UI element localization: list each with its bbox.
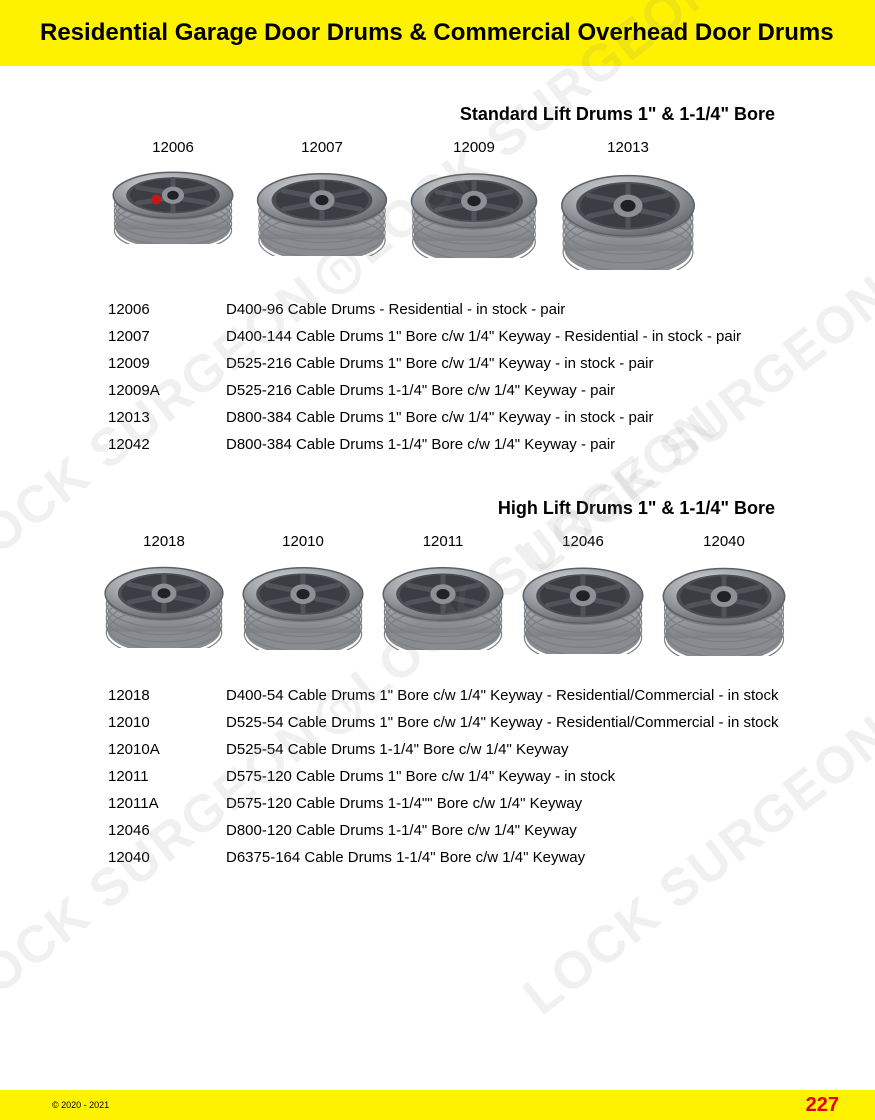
spec-desc: D800-384 Cable Drums 1" Bore c/w 1/4" Ke… bbox=[226, 409, 654, 426]
spec-code: 12013 bbox=[108, 409, 178, 426]
page-title: Residential Garage Door Drums & Commerci… bbox=[40, 18, 835, 48]
drum-icon bbox=[518, 556, 648, 654]
section2-title: High Lift Drums 1" & 1-1/4" Bore bbox=[40, 498, 775, 519]
drum-item: 12046 bbox=[518, 533, 648, 656]
spec-desc: D6375-164 Cable Drums 1-1/4" Bore c/w 1/… bbox=[226, 849, 585, 866]
spec-row: 12018 D400-54 Cable Drums 1" Bore c/w 1/4… bbox=[108, 682, 835, 709]
drum-label: 12011 bbox=[423, 533, 464, 550]
drum-icon bbox=[406, 162, 542, 258]
footer-bar: © 2020 - 2021 227 bbox=[0, 1090, 875, 1120]
spec-row: 12010 D525-54 Cable Drums 1" Bore c/w 1/4… bbox=[108, 709, 835, 736]
spec-row: 12011A D575-120 Cable Drums 1-1/4"" Bore … bbox=[108, 790, 835, 817]
content-area: Standard Lift Drums 1" & 1-1/4" Bore 120… bbox=[0, 104, 875, 871]
spec-desc: D525-216 Cable Drums 1-1/4" Bore c/w 1/4… bbox=[226, 382, 615, 399]
spec-code: 12009 bbox=[108, 355, 178, 372]
spec-code: 12009A bbox=[108, 382, 178, 399]
header-bar: Residential Garage Door Drums & Commerci… bbox=[0, 0, 875, 66]
spec-code: 12046 bbox=[108, 822, 178, 839]
spec-table-highlift: 12018 D400-54 Cable Drums 1" Bore c/w 1/4… bbox=[108, 682, 835, 871]
drum-icon bbox=[108, 162, 238, 244]
spec-desc: D575-120 Cable Drums 1-1/4"" Bore c/w 1/… bbox=[226, 795, 582, 812]
drum-label: 12046 bbox=[562, 533, 604, 550]
drums-row-standard: 12006 12007 bbox=[108, 139, 835, 270]
drum-item: 12007 bbox=[252, 139, 392, 270]
drum-label: 12006 bbox=[152, 139, 194, 156]
spec-row: 12042 D800-384 Cable Drums 1-1/4" Bore c/… bbox=[108, 431, 835, 458]
spec-desc: D800-384 Cable Drums 1-1/4" Bore c/w 1/4… bbox=[226, 436, 615, 453]
drum-icon bbox=[658, 556, 790, 656]
drum-label: 12007 bbox=[301, 139, 343, 156]
spec-desc: D400-144 Cable Drums 1" Bore c/w 1/4" Ke… bbox=[226, 328, 741, 345]
spec-desc: D400-54 Cable Drums 1" Bore c/w 1/4" Key… bbox=[226, 687, 779, 704]
spec-desc: D400-96 Cable Drums - Residential - in s… bbox=[226, 301, 565, 318]
spec-code: 12011A bbox=[108, 795, 178, 812]
spec-code: 12011 bbox=[108, 768, 178, 785]
drum-label: 12009 bbox=[453, 139, 495, 156]
page-number: 227 bbox=[806, 1094, 839, 1117]
drum-icon bbox=[378, 556, 508, 650]
spec-desc: D800-120 Cable Drums 1-1/4" Bore c/w 1/4… bbox=[226, 822, 577, 839]
spec-code: 12007 bbox=[108, 328, 178, 345]
spec-desc: D525-216 Cable Drums 1" Bore c/w 1/4" Ke… bbox=[226, 355, 654, 372]
drum-icon bbox=[252, 162, 392, 256]
spec-code: 12006 bbox=[108, 301, 178, 318]
drum-item: 12011 bbox=[378, 533, 508, 656]
drum-label: 12040 bbox=[703, 533, 745, 550]
spec-row: 12007 D400-144 Cable Drums 1" Bore c/w 1/… bbox=[108, 323, 835, 350]
spec-row: 12006 D400-96 Cable Drums - Residential -… bbox=[108, 296, 835, 323]
spec-desc: D525-54 Cable Drums 1-1/4" Bore c/w 1/4"… bbox=[226, 741, 568, 758]
drum-icon bbox=[238, 556, 368, 650]
spec-code: 12018 bbox=[108, 687, 178, 704]
drum-item: 12040 bbox=[658, 533, 790, 656]
spec-row: 12040 D6375-164 Cable Drums 1-1/4" Bore c… bbox=[108, 844, 835, 871]
spec-row: 12009 D525-216 Cable Drums 1" Bore c/w 1/… bbox=[108, 350, 835, 377]
drum-label: 12013 bbox=[607, 139, 649, 156]
spec-table-standard: 12006 D400-96 Cable Drums - Residential -… bbox=[108, 296, 835, 458]
spec-code: 12042 bbox=[108, 436, 178, 453]
section1-title: Standard Lift Drums 1" & 1-1/4" Bore bbox=[40, 104, 775, 125]
drum-item: 12013 bbox=[556, 139, 700, 270]
spec-code: 12040 bbox=[108, 849, 178, 866]
drum-item: 12006 bbox=[108, 139, 238, 270]
spec-row: 12010A D525-54 Cable Drums 1-1/4" Bore c/… bbox=[108, 736, 835, 763]
drum-item: 12010 bbox=[238, 533, 368, 656]
drum-icon bbox=[556, 162, 700, 270]
spec-row: 12013 D800-384 Cable Drums 1" Bore c/w 1/… bbox=[108, 404, 835, 431]
drum-item: 12018 bbox=[100, 533, 228, 656]
drum-icon bbox=[100, 556, 228, 648]
spec-desc: D575-120 Cable Drums 1" Bore c/w 1/4" Ke… bbox=[226, 768, 615, 785]
spec-row: 12009A D525-216 Cable Drums 1-1/4" Bore c… bbox=[108, 377, 835, 404]
spec-row: 12011 D575-120 Cable Drums 1" Bore c/w 1/… bbox=[108, 763, 835, 790]
copyright: © 2020 - 2021 bbox=[52, 1100, 109, 1110]
spec-code: 12010 bbox=[108, 714, 178, 731]
drum-item: 12009 bbox=[406, 139, 542, 270]
spec-desc: D525-54 Cable Drums 1" Bore c/w 1/4" Key… bbox=[226, 714, 779, 731]
spec-code: 12010A bbox=[108, 741, 178, 758]
drum-label: 12010 bbox=[282, 533, 324, 550]
drum-label: 12018 bbox=[143, 533, 185, 550]
drums-row-highlift: 12018 12010 bbox=[100, 533, 835, 656]
spec-row: 12046 D800-120 Cable Drums 1-1/4" Bore c/… bbox=[108, 817, 835, 844]
